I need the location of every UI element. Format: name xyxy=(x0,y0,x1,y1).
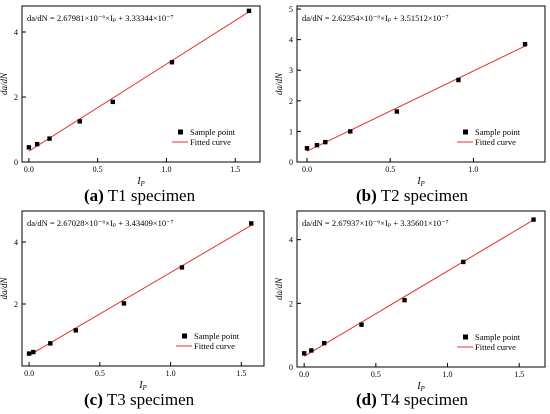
x-tick-label: 1.5 xyxy=(514,370,524,379)
x-tick-label: 1.0 xyxy=(161,165,171,174)
sample-point xyxy=(31,349,36,355)
y-tick-label: 3 xyxy=(289,66,293,75)
sample-point xyxy=(26,351,32,356)
x-tick-label: 0.0 xyxy=(24,369,34,378)
y-tick-label: 5 xyxy=(289,5,293,14)
y-tick-label: 0 xyxy=(289,158,293,167)
caption-t4: (d) T4 specimen xyxy=(356,390,469,409)
sample-point xyxy=(73,328,78,333)
legend-label-fit: Fitted curve xyxy=(475,342,516,352)
fit-equation: da/dN = 2.67981×10⁻⁶×Iₚ + 3.33344×10⁻⁷ xyxy=(27,13,174,23)
fit-equation: da/dN = 2.67937×10⁻⁶×Iₚ + 3.35601×10⁻⁷ xyxy=(302,218,449,228)
x-axis-label: IP xyxy=(416,381,425,393)
sample-point xyxy=(304,146,310,151)
legend-label-sample: Sample point xyxy=(190,127,236,137)
plot-frame xyxy=(296,5,546,163)
caption-t1: (a) T1 specimen xyxy=(84,186,196,205)
y-tick-label: 2 xyxy=(289,299,293,308)
fitted-curve-line xyxy=(306,45,526,152)
fitted-curve-line xyxy=(303,219,534,357)
sample-point xyxy=(246,8,252,14)
y-tick-label: 4 xyxy=(289,236,293,245)
plot-frame xyxy=(21,5,261,163)
x-axis-label: IP xyxy=(416,176,425,188)
x-tick-label: 0.0 xyxy=(302,165,312,174)
y-axis-label: da/dN xyxy=(0,277,9,300)
sample-point xyxy=(322,340,327,346)
y-tick-label: 1 xyxy=(289,127,293,136)
legend-marker-sample xyxy=(463,334,468,340)
y-tick-label: 2 xyxy=(14,300,18,309)
sample-point xyxy=(531,217,536,222)
y-tick-label: 2 xyxy=(14,93,18,102)
caption-t3: (c) T3 specimen xyxy=(84,390,195,409)
sample-point xyxy=(522,42,528,47)
sample-point xyxy=(359,322,364,327)
legend-label-fit: Fitted curve xyxy=(194,341,235,351)
plot-frame xyxy=(296,210,546,368)
y-tick-label: 0 xyxy=(14,158,18,167)
legend-label-fit: Fitted curve xyxy=(190,137,231,147)
sample-point xyxy=(179,265,185,270)
sample-point xyxy=(26,145,32,150)
x-tick-label: 1.0 xyxy=(166,369,176,378)
y-axis-label: da/dN xyxy=(0,72,9,95)
x-axis-label: IP xyxy=(138,380,147,392)
sample-point xyxy=(394,109,400,114)
fitted-curve-line xyxy=(28,11,250,152)
x-axis-label: IP xyxy=(136,176,145,188)
legend-marker-sample xyxy=(463,129,468,135)
x-tick-label: 1.5 xyxy=(236,369,246,378)
sample-point xyxy=(348,129,353,134)
sample-point xyxy=(77,119,82,124)
sample-point xyxy=(323,139,328,145)
sample-point xyxy=(169,60,175,65)
x-tick-label: 1.5 xyxy=(230,165,240,174)
sample-point xyxy=(47,136,52,141)
sample-point xyxy=(309,348,314,353)
panel-t1: 0.0 0.5 1.0 1.5 0 2 4 IP da/dN da/dN = 2.67981×10… xyxy=(0,5,261,188)
x-tick-label: 1.0 xyxy=(443,370,453,379)
y-tick-label: 4 xyxy=(14,28,18,37)
caption-t2: (b) T2 specimen xyxy=(356,186,469,205)
y-axis-label: da/dN xyxy=(274,72,284,95)
legend-marker-sample xyxy=(182,333,187,339)
sample-point xyxy=(110,99,115,105)
sample-point xyxy=(48,341,53,346)
x-tick-label: 0.5 xyxy=(385,165,395,174)
sample-point xyxy=(34,141,40,147)
x-tick-label: 0.5 xyxy=(371,370,381,379)
fitted-curve-line xyxy=(28,224,252,356)
x-tick-label: 0.5 xyxy=(93,165,103,174)
sample-point xyxy=(301,351,307,356)
sample-point xyxy=(314,142,320,148)
panel-t2: 0.0 0.5 1.0 0 1 2 3 4 5 IP da/dN da/dN = 2.62354×10… xyxy=(274,5,546,188)
sample-point xyxy=(402,297,407,303)
sample-point xyxy=(121,301,127,306)
y-tick-label: 0 xyxy=(289,363,293,372)
panel-t4: 0.0 0.5 1.0 1.5 0 2 4 IP da/dN da/dN = 2.67937×10… xyxy=(274,210,546,393)
y-tick-label: 2 xyxy=(289,97,293,106)
sample-point xyxy=(461,259,466,265)
x-tick-label: 0.5 xyxy=(95,369,105,378)
x-tick-label: 1.0 xyxy=(468,165,478,174)
plot-frame xyxy=(21,210,265,367)
sample-point xyxy=(456,77,461,83)
y-tick-label: 4 xyxy=(289,36,293,45)
legend-label-sample: Sample point xyxy=(475,332,521,342)
legend-label-sample: Sample point xyxy=(194,331,240,341)
legend-marker-sample xyxy=(178,129,183,135)
y-axis-label: da/dN xyxy=(274,277,284,300)
fit-equation: da/dN = 2.67028×10⁻⁶×Iₚ + 3.43409×10⁻⁷ xyxy=(27,218,174,228)
x-tick-label: 0.0 xyxy=(24,165,34,174)
x-tick-label: 0.0 xyxy=(299,370,309,379)
legend-label-fit: Fitted curve xyxy=(475,137,516,147)
panel-t3: 0.0 0.5 1.0 1.5 2 4 IP da/dN da/dN = 2.67028×10⁻… xyxy=(0,210,265,392)
y-tick-label: 4 xyxy=(14,238,18,247)
legend-label-sample: Sample point xyxy=(475,127,521,137)
sample-point xyxy=(249,221,254,226)
fit-equation: da/dN = 2.62354×10⁻⁶×Iₚ + 3.51512×10⁻⁷ xyxy=(302,13,449,23)
